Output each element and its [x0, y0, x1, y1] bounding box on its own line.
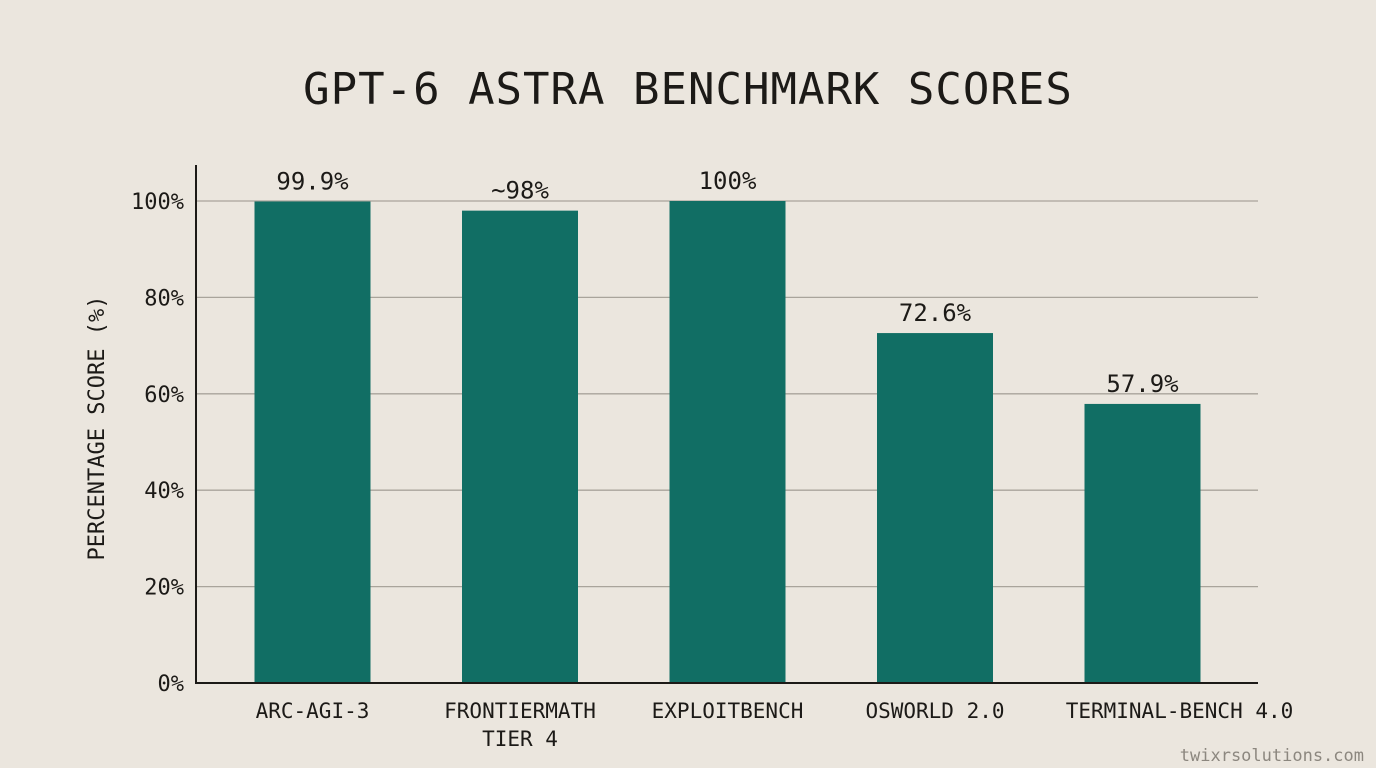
data-label: ~98%	[491, 177, 549, 205]
y-tick-label: 100%	[131, 190, 184, 215]
y-axis-label: PERCENTAGE SCORE (%)	[85, 296, 110, 561]
y-tick-label: 0%	[158, 672, 185, 697]
x-category-label: TERMINAL-BENCH 4.0	[1066, 699, 1294, 723]
x-category-label: OSWORLD 2.0	[865, 699, 1004, 723]
y-tick-label: 40%	[144, 479, 184, 504]
x-category-label: TIER 4	[482, 727, 558, 751]
chart-title: GPT-6 ASTRA BENCHMARK SCORES	[303, 64, 1073, 115]
x-category-labels: ARC-AGI-3 FRONTIERMATH TIER 4 EXPLOITBENCH O…	[256, 699, 1294, 751]
bar	[669, 201, 786, 683]
x-category-label: FRONTIERMATH	[444, 699, 596, 723]
y-tick-label: 80%	[144, 286, 184, 311]
x-category-label: EXPLOITBENCH	[652, 699, 804, 723]
data-label: 100%	[699, 167, 757, 195]
data-label: 57.9%	[1106, 370, 1179, 398]
bar	[462, 210, 578, 683]
watermark-text: twixrsolutions.com	[1180, 746, 1364, 766]
data-label: 72.6%	[899, 299, 972, 327]
bar	[254, 201, 371, 683]
bar	[1084, 403, 1201, 683]
y-tick-label: 60%	[144, 383, 184, 408]
x-category-label: ARC-AGI-3	[256, 699, 370, 723]
y-tick-label: 20%	[144, 576, 184, 601]
bars	[254, 201, 1201, 683]
bar	[877, 333, 993, 683]
axes	[195, 165, 1258, 684]
y-tick-labels: 0% 20% 40% 60% 80% 100%	[131, 190, 184, 697]
data-label: 99.9%	[276, 167, 349, 195]
data-labels: 99.9% ~98% 100% 72.6% 57.9%	[276, 167, 1179, 398]
